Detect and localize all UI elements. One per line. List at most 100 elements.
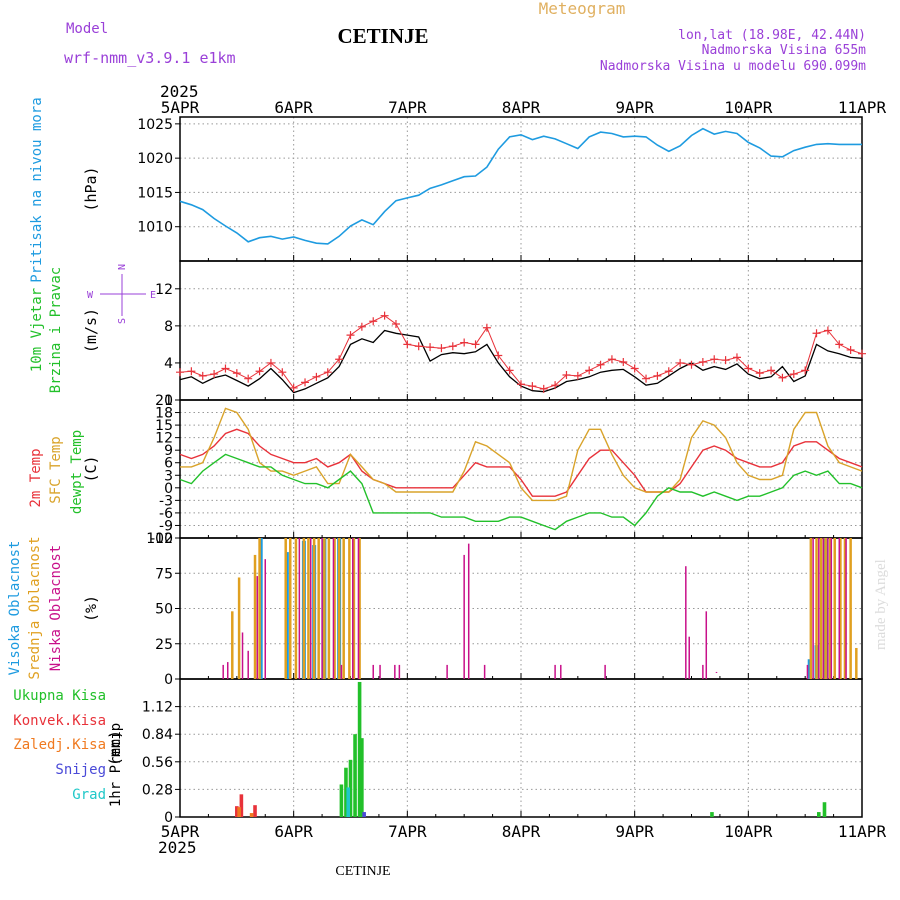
- cloud-bar: [237, 577, 241, 679]
- cloud-bar: [372, 664, 374, 679]
- precip-ytick-label: 0.28: [142, 782, 173, 798]
- footer-station: CETINJE: [335, 864, 390, 879]
- x-tick-label-bottom: 11APR: [838, 822, 887, 841]
- cloud-bar: [806, 664, 809, 679]
- plots-layer: 1010 1015 1020 1025 (hPa) 0 4 8 12 (m/s) -12-9-6-3…: [7, 97, 886, 841]
- precip-legend-item: Zaledj.Kisa: [13, 737, 106, 753]
- precip-bar: [239, 794, 244, 817]
- x-tick-label-bottom: 6APR: [274, 822, 313, 841]
- cloud-bar: [838, 538, 841, 679]
- precip-bar: [357, 681, 362, 817]
- wind-gust-marker: [176, 368, 184, 377]
- compass-s: S: [117, 318, 128, 324]
- cloud-bar: [298, 538, 301, 679]
- cloud-bar: [294, 538, 298, 679]
- precip-unit: (mm): [106, 730, 124, 766]
- cloud-bar: [827, 538, 829, 679]
- wind-gust-marker: [448, 342, 457, 351]
- precip-bar: [348, 759, 353, 817]
- wind-gust-marker: [517, 380, 525, 389]
- wind-gust-marker: [289, 383, 298, 392]
- cloud-frame: [179, 537, 863, 680]
- cloud-bar: [822, 538, 825, 679]
- wind-gust-marker: [607, 355, 616, 364]
- cloud-bar: [685, 566, 687, 679]
- wind-gust-marker: [437, 344, 446, 353]
- cloud-unit: (%): [82, 595, 100, 622]
- wind-axis-label: 10m Vjetar: [29, 288, 45, 372]
- pressure-panel: 1010 1015 1020 1025 (hPa): [82, 116, 863, 262]
- cloud-bar: [231, 611, 234, 679]
- temp-series-3: [179, 453, 863, 531]
- cloud-bar: [843, 538, 847, 679]
- temperature-ytick-label: 18: [155, 406, 173, 422]
- cloud-bar: [247, 650, 249, 679]
- cloud-bar: [379, 664, 381, 679]
- wind-gust-marker: [812, 329, 821, 338]
- wind-gust-marker: [676, 358, 685, 367]
- wind-axis-label-2: Brzina i Pravac: [48, 267, 64, 393]
- wind-gust-marker: [380, 311, 389, 320]
- temp-axis-label-2: SFC Temp: [48, 436, 64, 503]
- temperature-ytick-label: 0: [164, 481, 173, 497]
- cloud-bar: [284, 538, 287, 679]
- cloud-bar: [340, 664, 343, 679]
- wind-gust-marker: [642, 374, 651, 383]
- compass-w: W: [87, 290, 94, 301]
- precip-panel: 0 0.28 0.56 0.84 1.12 (mm): [106, 678, 863, 826]
- cloud-axis-label-3: Niska Oblacnost: [48, 545, 64, 671]
- precip-axis-label: 1hr Precip: [108, 723, 124, 807]
- cloud-bar: [352, 538, 356, 679]
- wind-gust-marker: [471, 340, 480, 349]
- cloud-bar: [845, 538, 847, 679]
- wind-gust-marker: [755, 369, 764, 378]
- temperature-ytick-label: 3: [164, 468, 173, 484]
- model-elevation-label: Nadmorska Visina u modelu 690.099m: [600, 59, 866, 74]
- cloud-bar: [467, 543, 470, 679]
- coords-label: lon,lat (18.98E, 42.44N): [678, 28, 866, 43]
- cloud-bar: [222, 664, 224, 679]
- wind-gust-marker: [789, 370, 798, 379]
- wind-gust-marker: [846, 345, 855, 354]
- cloud-bar: [312, 538, 316, 679]
- cloud-bar: [398, 664, 401, 679]
- cloud-bar: [256, 576, 259, 679]
- wind-gust-marker: [244, 374, 253, 383]
- wind-gust-marker: [391, 320, 400, 329]
- precip-bar: [822, 802, 827, 817]
- cloud-bar: [358, 538, 361, 679]
- temperature-ytick-label: 9: [164, 443, 173, 459]
- cloud-bar: [253, 554, 257, 679]
- cloud-bar: [849, 538, 852, 679]
- temperature-ytick-label: -9: [159, 518, 173, 534]
- wind-gust-marker: [630, 364, 639, 373]
- pressure-ytick-label: 1010: [137, 220, 173, 236]
- cloud-bar: [830, 538, 833, 679]
- wind-gust-marker: [187, 367, 196, 376]
- cloud-bar: [839, 538, 842, 679]
- cloud-bar: [604, 664, 606, 679]
- wind-gust-marker: [323, 368, 332, 377]
- wind-gust-marker: [198, 371, 207, 380]
- wind-gust-marker: [357, 322, 366, 331]
- wind-gust-marker: [221, 364, 230, 373]
- cloud-bar: [352, 538, 354, 679]
- temperature-ytick-label: -6: [159, 506, 173, 522]
- precip-bar: [235, 806, 239, 817]
- cloud-bar: [332, 538, 335, 679]
- cloud-bar: [824, 538, 827, 679]
- x-tick-label-bottom: 5APR: [161, 822, 200, 841]
- cloud-bar: [809, 538, 813, 679]
- temperature-ytick-label: 21: [155, 393, 173, 409]
- wind-gust-marker: [551, 381, 560, 390]
- wind-gust-marker: [732, 353, 741, 362]
- cloud-bar: [327, 538, 331, 679]
- station-title: CETINJE: [337, 24, 428, 48]
- wind-gust-marker: [255, 367, 264, 376]
- cloud-bar: [394, 664, 396, 679]
- wind-gust-marker: [687, 360, 696, 369]
- cloud-ytick-label: 25: [155, 637, 173, 653]
- wind-gust-marker: [823, 326, 832, 335]
- wind-gust-marker: [596, 360, 605, 369]
- precip-bar: [346, 787, 351, 817]
